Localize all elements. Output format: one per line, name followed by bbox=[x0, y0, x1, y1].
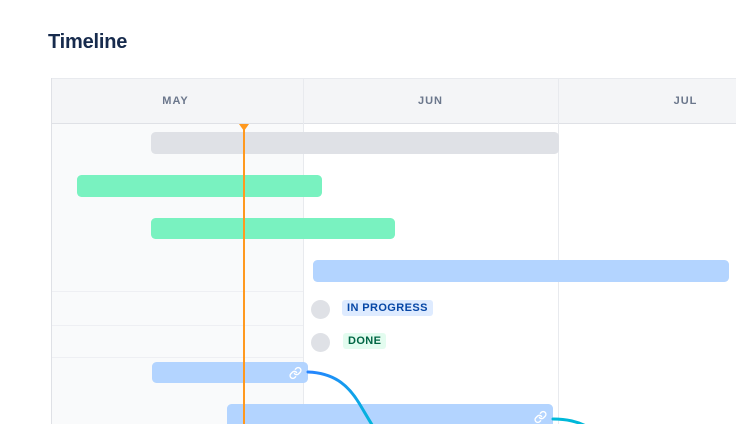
timeline-panel: MAY JUN JUL IN PROGRESS DONE bbox=[0, 78, 736, 424]
status-badge-done: DONE bbox=[343, 333, 387, 349]
bar-story-blue-2[interactable] bbox=[152, 362, 308, 383]
row-divider bbox=[52, 325, 303, 326]
dependency-link-icon[interactable] bbox=[288, 365, 303, 380]
issue-row-done[interactable]: DONE bbox=[311, 333, 387, 352]
status-badge-in-progress: IN PROGRESS bbox=[342, 300, 433, 316]
month-header-jul: JUL bbox=[673, 95, 698, 107]
month-header-jun: JUN bbox=[417, 95, 443, 107]
assignee-avatar bbox=[311, 333, 330, 352]
assignee-avatar bbox=[311, 300, 330, 319]
bar-story-blue-3[interactable] bbox=[227, 404, 553, 424]
bar-story-blue-1[interactable] bbox=[313, 260, 729, 282]
bar-sprint-green-1[interactable] bbox=[77, 175, 322, 197]
today-marker-triangle bbox=[239, 124, 249, 131]
panel-left-border bbox=[51, 78, 52, 424]
bar-epic-gray[interactable] bbox=[151, 132, 559, 154]
today-marker-line bbox=[243, 124, 245, 424]
column-divider-jul bbox=[558, 78, 559, 424]
row-divider bbox=[52, 357, 303, 358]
row-divider bbox=[52, 291, 303, 292]
column-divider-jun bbox=[303, 78, 304, 424]
bar-sprint-green-2[interactable] bbox=[151, 218, 395, 239]
timeline-chart[interactable]: IN PROGRESS DONE bbox=[0, 124, 736, 424]
page-title: Timeline bbox=[48, 31, 128, 53]
issue-row-in-progress[interactable]: IN PROGRESS bbox=[311, 300, 433, 319]
timeline-header: MAY JUN JUL bbox=[51, 78, 736, 124]
dependency-link-icon[interactable] bbox=[533, 410, 548, 424]
month-header-may: MAY bbox=[162, 95, 189, 107]
